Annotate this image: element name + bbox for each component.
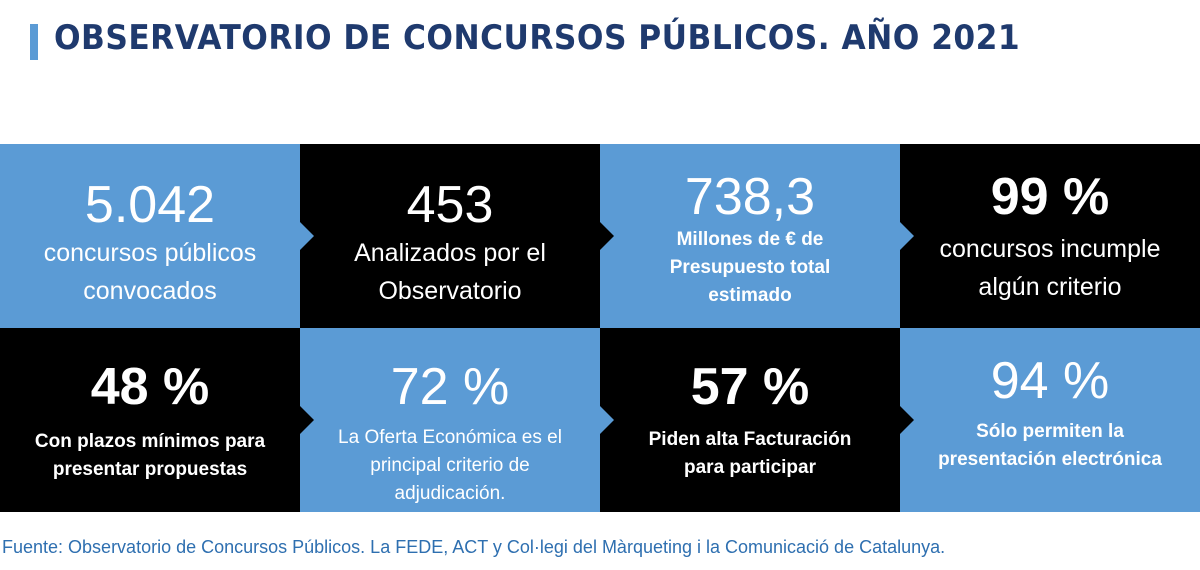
stat-number: 99 %: [990, 168, 1110, 226]
stat-tile-concursos: 5.042 concursos públicos convocados: [0, 144, 300, 328]
stat-number: 48 %: [90, 358, 210, 416]
stat-tile-electronica: 94 % Sólo permiten la presentación elect…: [900, 328, 1200, 512]
page-title: OBSERVATORIO DE CONCURSOS PÚBLICOS. AÑO …: [54, 18, 1021, 58]
stat-label: Sólo permiten la presentación electrónic…: [938, 421, 1162, 470]
arrow-right-icon: [600, 406, 614, 434]
stat-label: La Oferta Económica es el principal crit…: [338, 427, 562, 504]
stat-label: Con plazos mínimos para presentar propue…: [34, 431, 266, 480]
arrow-right-icon: [300, 222, 314, 250]
stat-label: concursos incumple algún criterio: [939, 235, 1161, 301]
stat-label: concursos públicos convocados: [43, 239, 257, 305]
stat-number: 57 %: [690, 358, 810, 416]
stat-number: 72 %: [390, 358, 510, 416]
stat-tile-plazos: 48 % Con plazos mínimos para presentar p…: [0, 328, 300, 512]
arrow-right-icon: [300, 406, 314, 434]
title-accent-bar: [30, 24, 38, 60]
arrow-right-icon: [900, 222, 914, 250]
stats-grid: 5.042 concursos públicos convocados 453 …: [0, 144, 1200, 512]
stat-number: 453: [406, 176, 494, 234]
stat-tile-oferta: 72 % La Oferta Económica es el principal…: [300, 328, 600, 512]
stat-tile-presupuesto: 738,3 Millones de € de Presupuesto total…: [600, 144, 900, 328]
source-note: Fuente: Observatorio de Concursos Públic…: [2, 537, 946, 557]
stat-label: Piden alta Facturación para participar: [648, 429, 852, 478]
stat-label: Millones de € de Presupuesto total estim…: [669, 229, 831, 306]
stat-number: 94 %: [990, 352, 1110, 410]
arrow-right-icon: [900, 406, 914, 434]
stat-tile-analizados: 453 Analizados por el Observatorio: [300, 144, 600, 328]
arrow-right-icon: [600, 222, 614, 250]
stat-tile-incumple: 99 % concursos incumple algún criterio: [900, 144, 1200, 328]
stat-number: 738,3: [684, 168, 816, 226]
stat-number: 5.042: [84, 176, 216, 234]
stat-label: Analizados por el Observatorio: [354, 239, 546, 305]
stat-tile-facturacion: 57 % Piden alta Facturación para partici…: [600, 328, 900, 512]
